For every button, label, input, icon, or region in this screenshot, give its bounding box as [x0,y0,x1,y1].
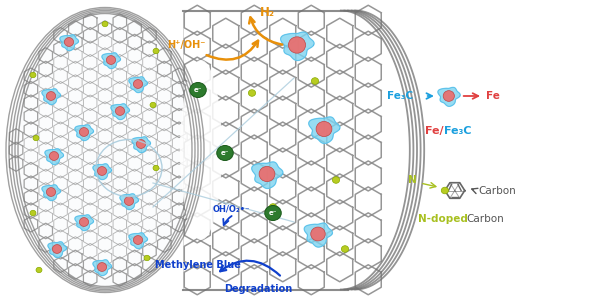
Polygon shape [214,175,238,203]
Text: N-doped: N-doped [418,214,468,224]
Polygon shape [60,35,79,51]
Polygon shape [185,6,209,34]
Polygon shape [111,104,130,120]
Polygon shape [75,125,94,141]
Ellipse shape [133,80,143,88]
Polygon shape [304,223,332,247]
Text: Degradation: Degradation [224,284,292,294]
Polygon shape [93,260,112,276]
Ellipse shape [441,187,449,194]
Text: Fe: Fe [486,91,500,101]
Polygon shape [42,185,61,201]
Ellipse shape [150,102,156,108]
Ellipse shape [153,48,159,54]
Polygon shape [129,233,148,249]
Polygon shape [214,45,238,73]
Polygon shape [281,32,314,61]
Ellipse shape [79,218,89,226]
Ellipse shape [97,262,107,272]
Polygon shape [214,149,238,177]
Ellipse shape [265,206,281,220]
Text: Fe₃C: Fe₃C [386,91,413,101]
Polygon shape [42,89,61,105]
Polygon shape [185,188,209,216]
Ellipse shape [52,244,62,253]
Polygon shape [129,77,148,93]
Ellipse shape [97,167,107,176]
Polygon shape [214,253,238,280]
Text: e⁻: e⁻ [221,150,229,156]
Text: OH/O₂•⁻: OH/O₂•⁻ [212,204,250,213]
Ellipse shape [190,82,206,98]
Polygon shape [132,137,151,153]
Polygon shape [185,162,209,190]
Polygon shape [438,87,460,106]
Polygon shape [214,227,238,255]
Polygon shape [93,164,112,180]
Polygon shape [214,71,238,99]
Polygon shape [185,58,209,86]
Text: H₂: H₂ [260,5,275,19]
Ellipse shape [180,60,222,240]
Ellipse shape [115,106,125,116]
Ellipse shape [259,167,275,182]
Text: Methylene Blue: Methylene Blue [155,260,241,271]
Ellipse shape [30,72,36,78]
Ellipse shape [46,92,56,100]
Ellipse shape [289,37,305,53]
Polygon shape [214,123,238,151]
Ellipse shape [79,128,89,136]
Ellipse shape [106,56,116,64]
Ellipse shape [144,255,150,261]
Polygon shape [252,162,283,188]
Polygon shape [185,84,209,112]
Ellipse shape [36,267,42,273]
Polygon shape [214,20,238,47]
Ellipse shape [102,21,108,27]
Polygon shape [185,110,209,138]
Polygon shape [185,214,209,242]
Ellipse shape [136,140,146,148]
Ellipse shape [49,152,59,160]
Ellipse shape [443,91,454,101]
Ellipse shape [217,146,233,160]
Text: Fe₃C: Fe₃C [444,125,472,136]
Ellipse shape [33,135,39,141]
Polygon shape [185,32,209,60]
Text: Fe/: Fe/ [425,125,444,136]
Polygon shape [214,201,238,229]
Polygon shape [48,242,67,258]
Polygon shape [185,136,209,164]
Polygon shape [120,194,139,210]
Polygon shape [214,97,238,125]
Polygon shape [309,117,340,143]
Ellipse shape [124,196,134,206]
Ellipse shape [30,210,36,216]
Ellipse shape [341,246,349,252]
Ellipse shape [332,177,340,183]
Text: Carbon: Carbon [479,185,517,196]
Polygon shape [185,240,209,268]
Ellipse shape [311,78,319,84]
Ellipse shape [248,90,256,96]
Polygon shape [102,53,121,69]
Ellipse shape [46,188,56,196]
Polygon shape [45,149,64,165]
Polygon shape [75,215,94,231]
Ellipse shape [269,204,277,210]
Ellipse shape [133,236,143,244]
Text: H⁺/OH⁻: H⁺/OH⁻ [167,40,205,50]
Ellipse shape [316,122,332,136]
Ellipse shape [64,38,74,46]
Text: Carbon: Carbon [466,214,503,224]
Ellipse shape [153,165,159,171]
Polygon shape [185,266,209,293]
Ellipse shape [311,227,325,241]
Text: e⁻: e⁻ [194,87,202,93]
Text: e⁻: e⁻ [269,210,277,216]
Ellipse shape [12,11,198,290]
Text: N: N [408,175,417,185]
